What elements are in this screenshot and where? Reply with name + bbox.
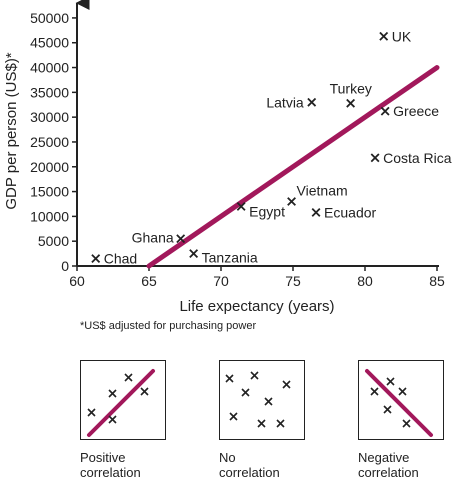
- trend-line: [365, 369, 433, 437]
- negative-correlation-example: [358, 360, 444, 440]
- y-tick-label: 10000: [30, 208, 69, 224]
- point-label: Latvia: [266, 94, 304, 110]
- point-label: Chad: [104, 251, 137, 267]
- point-label: Tanzania: [202, 250, 258, 266]
- y-tick-label: 25000: [30, 134, 69, 150]
- caption-line: correlation: [80, 465, 141, 480]
- positive-correlation-diagram: [87, 369, 155, 437]
- point-label: Vietnam: [297, 183, 348, 199]
- scatter-chart: 60 65 70 75 80 85 0 5000 10000 15000 20000 25000 300…: [3, 0, 452, 315]
- x-tick-label: 75: [285, 273, 301, 289]
- cross-markers: [225, 371, 291, 428]
- y-tick-label: 45000: [30, 35, 69, 51]
- point-label: Ghana: [132, 230, 174, 246]
- positive-correlation-example: [80, 360, 166, 440]
- point-label: Egypt: [249, 203, 285, 219]
- y-tick-label: 5000: [38, 233, 69, 249]
- x-tick-label: 70: [213, 273, 229, 289]
- point-marker: [236, 202, 246, 211]
- footnote: *US$ adjusted for purchasing power: [80, 320, 257, 332]
- cross-markers: [370, 377, 411, 428]
- point-marker: [311, 207, 321, 217]
- point-marker: [189, 249, 199, 259]
- y-axis-label: GDP per person (US$)*: [3, 52, 20, 209]
- y-tick-label: 20000: [30, 159, 69, 175]
- x-tick-label: 85: [429, 273, 445, 289]
- y-tick-label: 30000: [30, 109, 69, 125]
- caption-line: Negative: [358, 450, 410, 465]
- point-marker: [287, 197, 296, 206]
- trend-line: [146, 65, 440, 269]
- caption-line: No: [219, 450, 236, 465]
- point-label: Turkey: [330, 80, 372, 96]
- y-tick-label: 50000: [30, 10, 69, 26]
- point-label: Greece: [393, 103, 439, 119]
- point-label: UK: [392, 28, 412, 44]
- x-tick-label: 65: [141, 273, 157, 289]
- point-marker: [91, 254, 101, 263]
- positive-correlation-caption: Positive correlation: [80, 450, 141, 480]
- point-marker: [380, 106, 390, 116]
- x-axis-label: Life expectancy (years): [179, 298, 334, 315]
- x-tick-label: 60: [69, 273, 85, 289]
- point-label: Costa Rica: [383, 150, 452, 166]
- y-tick-label: 35000: [30, 84, 69, 100]
- no-correlation-caption: No correlation: [219, 450, 280, 480]
- x-tick-label: 80: [357, 273, 373, 289]
- y-tick-label: 40000: [30, 60, 69, 76]
- point-marker: [379, 31, 389, 41]
- no-correlation-diagram: [225, 371, 291, 428]
- negative-correlation-caption: Negative correlation: [358, 450, 419, 480]
- caption-line: Positive: [80, 450, 126, 465]
- caption-line: correlation: [219, 465, 280, 480]
- no-correlation-example: [219, 360, 305, 440]
- point-marker: [176, 234, 186, 244]
- cross-markers: [87, 373, 149, 424]
- caption-line: correlation: [358, 465, 419, 480]
- point-marker: [307, 97, 317, 107]
- point-marker: [370, 153, 380, 163]
- trend-line: [87, 369, 155, 437]
- point-marker: [346, 98, 356, 108]
- point-label: Ecuador: [324, 204, 376, 220]
- negative-correlation-diagram: [365, 369, 433, 437]
- y-tick-label: 15000: [30, 184, 69, 200]
- y-tick-label: 0: [61, 258, 69, 274]
